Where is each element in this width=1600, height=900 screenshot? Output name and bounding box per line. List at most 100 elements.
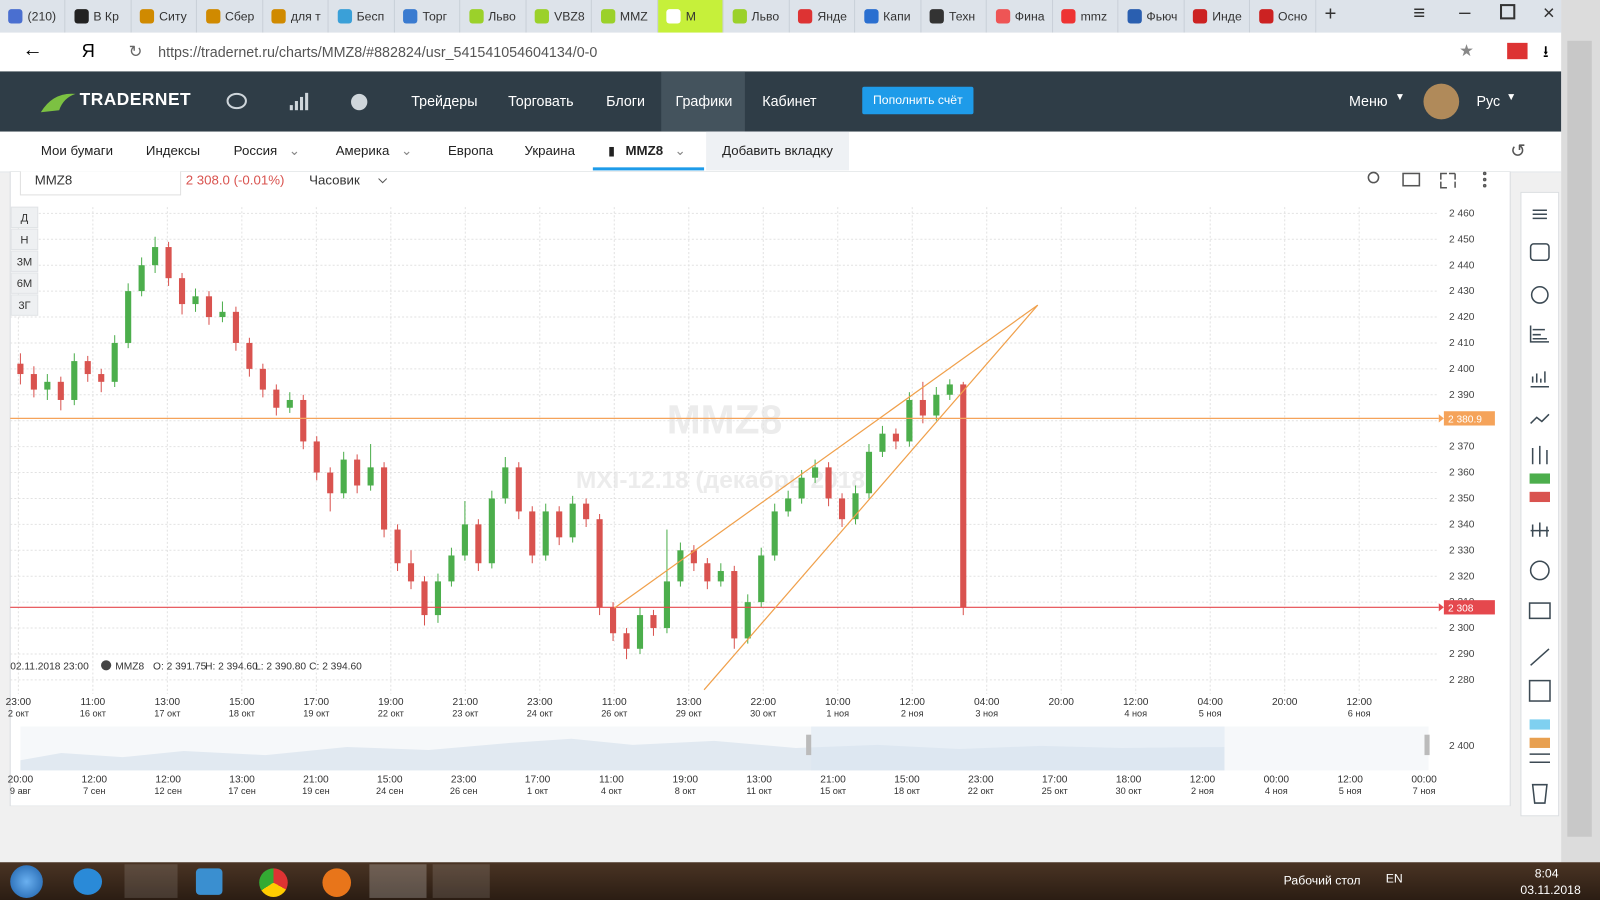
scrollbar[interactable]	[1567, 40, 1592, 837]
extension-icon[interactable]	[1507, 42, 1528, 60]
browser-tab[interactable]: Техн	[921, 0, 987, 33]
media-icon[interactable]	[195, 868, 223, 895]
interval[interactable]: Часовик	[309, 173, 360, 188]
yandex-button[interactable]: Я	[81, 40, 95, 62]
tool[interactable]	[1529, 325, 1549, 343]
history-icon[interactable]: ↺	[1510, 140, 1526, 162]
browser-tab[interactable]: Льво	[461, 0, 527, 33]
url[interactable]: https://tradernet.ru/charts/MMZ8/#882824…	[158, 43, 598, 61]
browser-tab[interactable]: Торг	[395, 0, 461, 33]
language[interactable]: Рус	[1476, 92, 1501, 110]
tool[interactable]	[1531, 445, 1548, 465]
minimize[interactable]: –	[1459, 1, 1471, 24]
x-tick-label: 21:00	[453, 697, 479, 708]
tool[interactable]	[1530, 371, 1549, 388]
browser-tab[interactable]: Инде	[1185, 0, 1250, 33]
tool[interactable]	[1528, 602, 1551, 620]
tool[interactable]	[1530, 413, 1550, 425]
deposit-button[interactable]: Пополнить счёт	[862, 86, 974, 115]
more-icon[interactable]	[1482, 183, 1487, 188]
maximize[interactable]	[1500, 4, 1516, 20]
tool[interactable]	[1529, 753, 1551, 764]
browser-tab[interactable]: Фьюч	[1119, 0, 1185, 33]
menu[interactable]: Меню	[1348, 92, 1388, 110]
subtab[interactable]: Европа	[447, 142, 494, 159]
globe-icon[interactable]	[349, 92, 369, 112]
tool[interactable]	[1529, 243, 1550, 261]
browser-tab[interactable]: mmz	[1053, 0, 1119, 33]
reload-button[interactable]: ↻	[128, 43, 143, 62]
avatar[interactable]	[1423, 83, 1460, 120]
explorer-icon[interactable]	[124, 864, 178, 898]
nav-item[interactable]: Торговать	[508, 92, 574, 110]
more-icon[interactable]	[1482, 171, 1487, 176]
tool[interactable]	[1532, 209, 1547, 220]
back-button[interactable]: ←	[22, 38, 43, 62]
browser-tab[interactable]: M	[658, 0, 724, 33]
clock-date[interactable]: 03.11.2018	[1520, 882, 1581, 897]
subtab-active[interactable]: MMZ8	[592, 132, 705, 171]
up-color-swatch[interactable]	[1529, 473, 1550, 484]
app-icon[interactable]	[432, 864, 490, 898]
period-label[interactable]: Д	[21, 212, 29, 224]
clock-time[interactable]: 8:04	[1534, 866, 1559, 881]
more-icon[interactable]	[1482, 177, 1487, 182]
period-label[interactable]: 3М	[17, 256, 33, 268]
logo[interactable]: TRADERNET	[79, 89, 192, 110]
trash[interactable]	[1531, 783, 1548, 804]
desktop-label[interactable]: Рабочий стол	[1283, 873, 1361, 888]
keyboard-lang[interactable]: EN	[1385, 871, 1403, 886]
ie-icon[interactable]	[73, 868, 103, 895]
nav-item[interactable]: Блоги	[606, 92, 645, 110]
down-color-swatch[interactable]	[1529, 491, 1550, 503]
subtab[interactable]: Мои бумаги	[40, 142, 114, 159]
yandex-browser-icon[interactable]	[369, 864, 427, 898]
idea-icon[interactable]	[1367, 171, 1380, 184]
chrome-icon[interactable]	[259, 868, 288, 897]
start-button[interactable]	[10, 865, 43, 898]
browser-tab[interactable]: Фина	[987, 0, 1053, 33]
symbol-box[interactable]	[19, 171, 182, 196]
subtab[interactable]: Америка	[335, 142, 390, 159]
subtab[interactable]: Россия	[233, 142, 278, 159]
subtab[interactable]: Индексы	[145, 142, 201, 159]
navigator-handle[interactable]	[1424, 734, 1430, 756]
period-label[interactable]: 3Г	[18, 300, 30, 312]
color-swatch[interactable]	[1529, 737, 1550, 748]
tool[interactable]	[1530, 648, 1550, 666]
snapshot-icon[interactable]	[1402, 172, 1421, 187]
bookmark-star[interactable]: ★	[1459, 42, 1474, 61]
close[interactable]: ×	[1542, 2, 1555, 25]
browser-tab[interactable]: Сбер	[197, 0, 263, 33]
browser-tab[interactable]: (210)	[0, 0, 66, 33]
add-tab[interactable]: Добавить вкладку	[706, 131, 849, 171]
tool[interactable]	[1530, 285, 1549, 304]
browser-tab[interactable]: Бесп	[329, 0, 395, 33]
new-tab[interactable]: +	[1324, 3, 1337, 26]
browser-tab[interactable]: MMZ	[592, 0, 658, 33]
color-swatch[interactable]	[1529, 719, 1550, 730]
browser-tab[interactable]: VBZ8	[527, 0, 592, 33]
subtab[interactable]: Украина	[524, 142, 575, 159]
navigator-handle[interactable]	[806, 734, 812, 756]
firefox-icon[interactable]	[322, 868, 352, 897]
period-label[interactable]: Н	[20, 234, 28, 246]
download-icon[interactable]: ⭳	[1542, 43, 1549, 62]
browser-tab[interactable]: Льво	[724, 0, 790, 33]
nav-item[interactable]: Трейдеры	[411, 92, 478, 110]
browser-tab[interactable]: Янде	[790, 0, 856, 33]
tool[interactable]	[1528, 679, 1551, 702]
browser-tab[interactable]: В Кр	[66, 0, 132, 33]
period-label[interactable]: 6М	[17, 278, 33, 290]
fullscreen-icon[interactable]	[1440, 172, 1456, 189]
browser-tab[interactable]: Капи	[856, 0, 921, 33]
nav-item[interactable]: Кабинет	[762, 92, 817, 110]
navigator-window[interactable]	[811, 726, 1225, 771]
browser-tab[interactable]: Осно	[1251, 0, 1316, 33]
menu-icon[interactable]: ≡	[1413, 2, 1426, 25]
tool[interactable]	[1530, 522, 1549, 537]
tool[interactable]	[1529, 560, 1550, 581]
nav-item-active[interactable]: Графики	[661, 71, 745, 132]
browser-tab[interactable]: для т	[263, 0, 329, 33]
browser-tab[interactable]: Ситу	[132, 0, 197, 33]
